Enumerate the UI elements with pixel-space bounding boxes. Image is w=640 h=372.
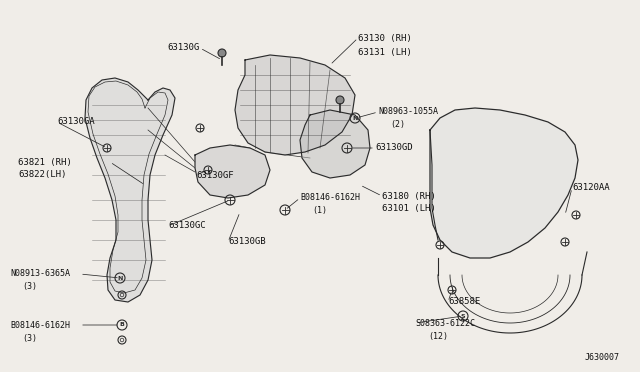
Text: 63130GC: 63130GC bbox=[168, 221, 205, 231]
Text: (2): (2) bbox=[390, 119, 405, 128]
Polygon shape bbox=[235, 55, 355, 155]
Text: B08146-6162H: B08146-6162H bbox=[10, 321, 70, 330]
Text: 63130GD: 63130GD bbox=[375, 144, 413, 153]
Text: 63131 (LH): 63131 (LH) bbox=[358, 48, 412, 57]
Text: J630007: J630007 bbox=[585, 353, 620, 362]
Circle shape bbox=[336, 96, 344, 104]
Polygon shape bbox=[85, 78, 175, 302]
Polygon shape bbox=[300, 110, 370, 178]
Text: B: B bbox=[120, 323, 124, 327]
Text: 63858E: 63858E bbox=[448, 298, 480, 307]
Text: N08963-1055A: N08963-1055A bbox=[378, 108, 438, 116]
Text: 63130GF: 63130GF bbox=[196, 170, 234, 180]
Text: 63180 (RH): 63180 (RH) bbox=[382, 192, 436, 201]
Text: B08146-6162H: B08146-6162H bbox=[300, 193, 360, 202]
Text: 63130 (RH): 63130 (RH) bbox=[358, 33, 412, 42]
Text: 63130G: 63130G bbox=[168, 44, 200, 52]
Text: (1): (1) bbox=[312, 205, 327, 215]
Text: 63822(LH): 63822(LH) bbox=[18, 170, 67, 180]
Text: (12): (12) bbox=[428, 331, 448, 340]
Text: S08363-6122C: S08363-6122C bbox=[415, 318, 475, 327]
Circle shape bbox=[218, 49, 226, 57]
Text: N08913-6365A: N08913-6365A bbox=[10, 269, 70, 279]
Text: N: N bbox=[352, 115, 358, 121]
Text: 63130GA: 63130GA bbox=[57, 118, 95, 126]
Text: 63120AA: 63120AA bbox=[572, 183, 610, 192]
Polygon shape bbox=[430, 108, 578, 258]
Polygon shape bbox=[195, 145, 270, 198]
Text: 63130GB: 63130GB bbox=[228, 237, 266, 247]
Text: N: N bbox=[117, 276, 123, 280]
Text: 63821 (RH): 63821 (RH) bbox=[18, 157, 72, 167]
Text: (3): (3) bbox=[22, 282, 37, 292]
Text: (3): (3) bbox=[22, 334, 37, 343]
Text: S: S bbox=[461, 314, 465, 318]
Text: 63101 (LH): 63101 (LH) bbox=[382, 205, 436, 214]
